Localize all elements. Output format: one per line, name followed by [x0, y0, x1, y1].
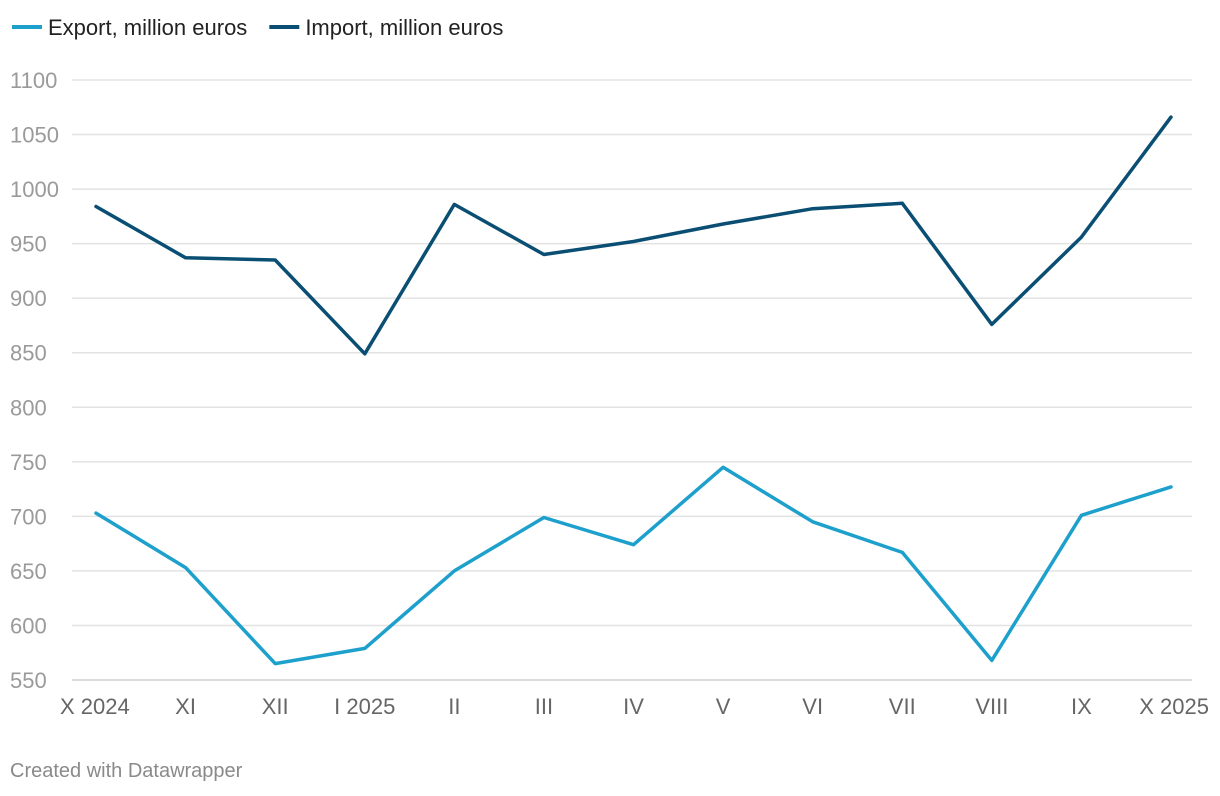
x-tick-label: I 2025 — [334, 694, 395, 719]
y-tick-label-700: 700 — [10, 504, 47, 529]
y-tick-label-800: 800 — [10, 395, 47, 420]
y-tick-label-850: 850 — [10, 341, 47, 366]
y-tick-label-950: 950 — [10, 232, 47, 257]
grid-lines — [72, 79, 1192, 681]
y-tick-label-1100: 1100 — [10, 68, 57, 93]
legend-label-export: Export, million euros — [48, 15, 247, 40]
x-tick-label: VII — [889, 694, 916, 719]
series-line-import — [94, 115, 1173, 356]
y-tick-label-900: 900 — [10, 286, 47, 311]
x-tick-label: IX — [1071, 694, 1092, 719]
datawrapper-credit: Created with Datawrapper — [10, 760, 243, 782]
x-tick-label: III — [535, 694, 553, 719]
series-lines — [94, 115, 1173, 666]
y-tick-label-1000: 1000 — [10, 177, 59, 202]
x-tick-label: X 2025 — [1139, 694, 1209, 719]
legend-label-import: Import, million euros — [305, 15, 503, 40]
x-tick-label: V — [716, 694, 731, 719]
x-tick-label: VIII — [975, 694, 1008, 719]
series-line-export — [94, 465, 1173, 666]
x-tick-label: IV — [623, 694, 644, 719]
x-tick-label: XI — [175, 694, 196, 719]
x-axis: X 2024 XI XII I 2025 II III IV V VI VII VIII IX X 20… — [60, 694, 1209, 719]
y-tick-label-1050: 1050 — [10, 123, 59, 148]
x-tick-label: X 2024 — [60, 694, 130, 719]
y-tick-label-550: 550 — [10, 668, 47, 693]
legend: Export, million euros Import, million eur… — [12, 15, 503, 40]
y-tick-label-750: 750 — [10, 450, 47, 475]
x-tick-label: VI — [802, 694, 823, 719]
y-tick-label-650: 650 — [10, 559, 47, 584]
y-axis: 550 600 650 700 750 800 850 900 950 1000 1050 1100 — [10, 68, 59, 693]
x-tick-label: II — [448, 694, 460, 719]
x-tick-label: XII — [262, 694, 289, 719]
y-tick-label-600: 600 — [10, 613, 47, 638]
